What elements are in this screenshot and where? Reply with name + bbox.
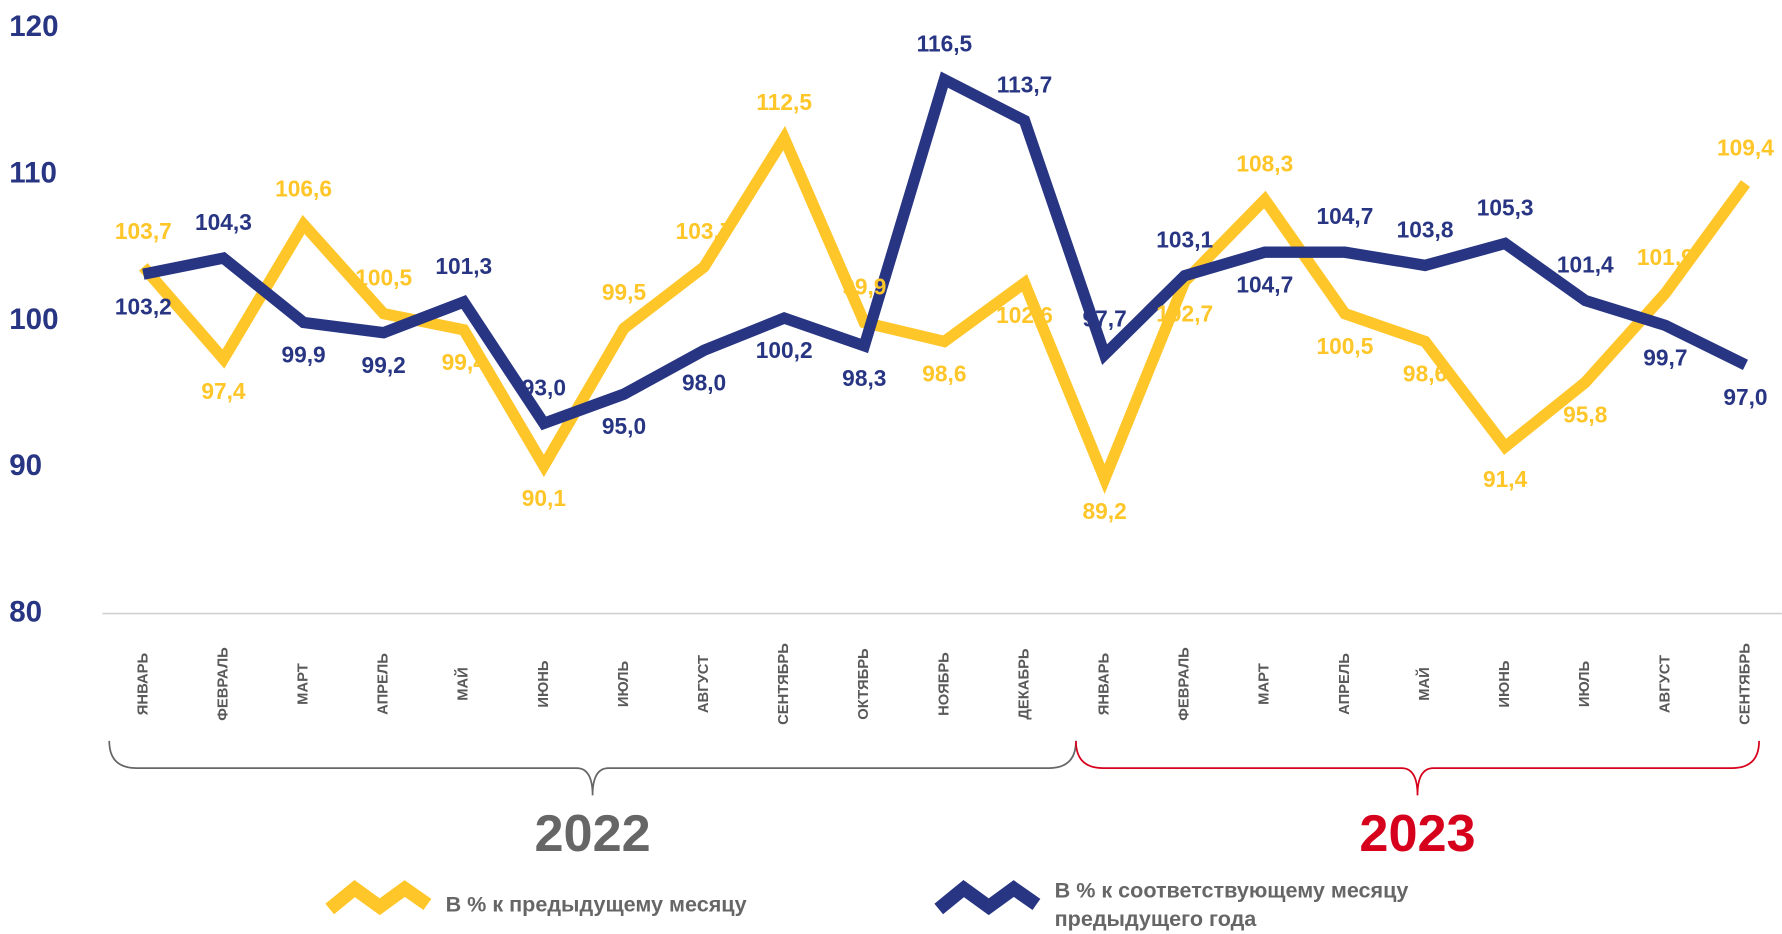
value-label: 97,0 bbox=[1723, 384, 1767, 410]
value-label: 100,5 bbox=[1317, 333, 1374, 359]
x-tick-label: АПРЕЛЬ bbox=[1337, 653, 1353, 715]
y-tick-label: 80 bbox=[9, 595, 42, 628]
value-label: 104,7 bbox=[1236, 271, 1293, 297]
value-label: 102,7 bbox=[1156, 301, 1213, 327]
value-label: 116,5 bbox=[917, 31, 973, 57]
x-tick-label: ИЮНЬ bbox=[1497, 660, 1513, 708]
x-tick-label: МАЙ bbox=[1415, 667, 1433, 701]
series-line bbox=[142, 71, 1748, 431]
x-tick-label: ИЮНЬ bbox=[536, 660, 552, 708]
legend-icon bbox=[325, 879, 432, 916]
x-tick-label: АВГУСТ bbox=[1657, 655, 1673, 713]
value-label: 99,7 bbox=[1643, 344, 1687, 370]
value-label: 108,3 bbox=[1236, 150, 1293, 176]
x-tick-label: ФЕВРАЛЬ bbox=[215, 647, 231, 721]
value-label: 91,4 bbox=[1483, 466, 1528, 492]
x-tick-label: ФЕВРАЛЬ bbox=[1177, 647, 1193, 721]
legend-line: В % к предыдущему месяцу bbox=[446, 891, 747, 916]
value-label: 99,4 bbox=[442, 349, 487, 375]
value-label: 101,4 bbox=[1557, 251, 1614, 277]
value-label: 95,8 bbox=[1563, 402, 1607, 428]
value-label: 95,0 bbox=[602, 413, 646, 439]
x-tick-label: ИЮЛЬ bbox=[616, 661, 632, 708]
value-label: 101,9 bbox=[1637, 244, 1694, 270]
series-line bbox=[139, 125, 1751, 495]
x-tick-label: ОКТЯБРЬ bbox=[856, 648, 872, 720]
value-label: 99,5 bbox=[602, 279, 646, 305]
value-label: 103,2 bbox=[115, 293, 172, 319]
year-brace bbox=[108, 740, 1077, 796]
x-tick-label: МАРТ bbox=[1257, 663, 1273, 705]
year-brace bbox=[1075, 740, 1760, 796]
value-label: 103,7 bbox=[676, 218, 733, 244]
value-label: 100,5 bbox=[355, 265, 412, 291]
x-tick-label: СЕНТЯБРЬ bbox=[776, 643, 792, 725]
year-label: 2023 bbox=[1359, 805, 1475, 863]
value-label: 103,8 bbox=[1397, 216, 1454, 242]
x-tick-label: МАЙ bbox=[454, 667, 472, 701]
value-label: 99,9 bbox=[842, 273, 886, 299]
x-tick-label: АВГУСТ bbox=[696, 655, 712, 713]
y-tick-label: 110 bbox=[9, 156, 57, 189]
year-label: 2022 bbox=[534, 805, 650, 863]
x-tick-label: ИЮЛЬ bbox=[1577, 661, 1593, 708]
x-tick-label: ЯНВАРЬ bbox=[1097, 652, 1113, 715]
y-tick-label: 90 bbox=[9, 449, 42, 482]
value-label: 105,3 bbox=[1477, 194, 1534, 220]
value-label: 100,2 bbox=[756, 337, 813, 363]
value-label: 97,7 bbox=[1083, 306, 1127, 332]
x-tick-label: МАРТ bbox=[295, 663, 311, 705]
x-tick-label: НОЯБРЬ bbox=[936, 652, 952, 716]
value-label: 99,2 bbox=[362, 352, 406, 378]
value-label: 97,4 bbox=[201, 378, 246, 404]
value-label: 106,6 bbox=[275, 175, 332, 201]
legend-line: В % к соответствующему месяцу bbox=[1055, 877, 1409, 902]
y-tick-label: 120 bbox=[9, 10, 58, 43]
value-label: 90,1 bbox=[522, 485, 566, 511]
value-label: 104,3 bbox=[195, 209, 252, 235]
legend-icon bbox=[934, 879, 1041, 916]
value-label: 103,7 bbox=[115, 218, 172, 244]
value-label: 93,0 bbox=[522, 374, 566, 400]
value-label: 112,5 bbox=[756, 89, 812, 115]
legend-line: предыдущего года bbox=[1055, 906, 1258, 931]
legend-label: В % к соответствующему месяцу предыдущего… bbox=[1055, 877, 1409, 930]
value-label: 89,2 bbox=[1083, 498, 1127, 524]
value-label: 98,3 bbox=[842, 365, 886, 391]
value-label: 101,3 bbox=[435, 253, 492, 279]
y-tick-label: 100 bbox=[9, 303, 58, 336]
x-tick-label: ДЕКАБРЬ bbox=[1016, 648, 1032, 720]
value-label: 98,6 bbox=[922, 361, 966, 387]
value-label: 98,0 bbox=[682, 369, 726, 395]
x-tick-label: СЕНТЯБРЬ bbox=[1737, 643, 1753, 725]
legend-label: В % к предыдущему месяцу bbox=[446, 891, 747, 916]
x-tick-label: ЯНВАРЬ bbox=[135, 652, 151, 715]
value-label: 109,4 bbox=[1717, 134, 1774, 160]
value-label: 103,1 bbox=[1156, 227, 1213, 253]
x-tick-label: АПРЕЛЬ bbox=[376, 653, 392, 715]
value-label: 113,7 bbox=[997, 71, 1053, 97]
value-label: 98,6 bbox=[1403, 361, 1447, 387]
value-label: 104,7 bbox=[1317, 203, 1374, 229]
value-label: 99,9 bbox=[281, 342, 325, 368]
value-label: 102,6 bbox=[996, 302, 1053, 328]
